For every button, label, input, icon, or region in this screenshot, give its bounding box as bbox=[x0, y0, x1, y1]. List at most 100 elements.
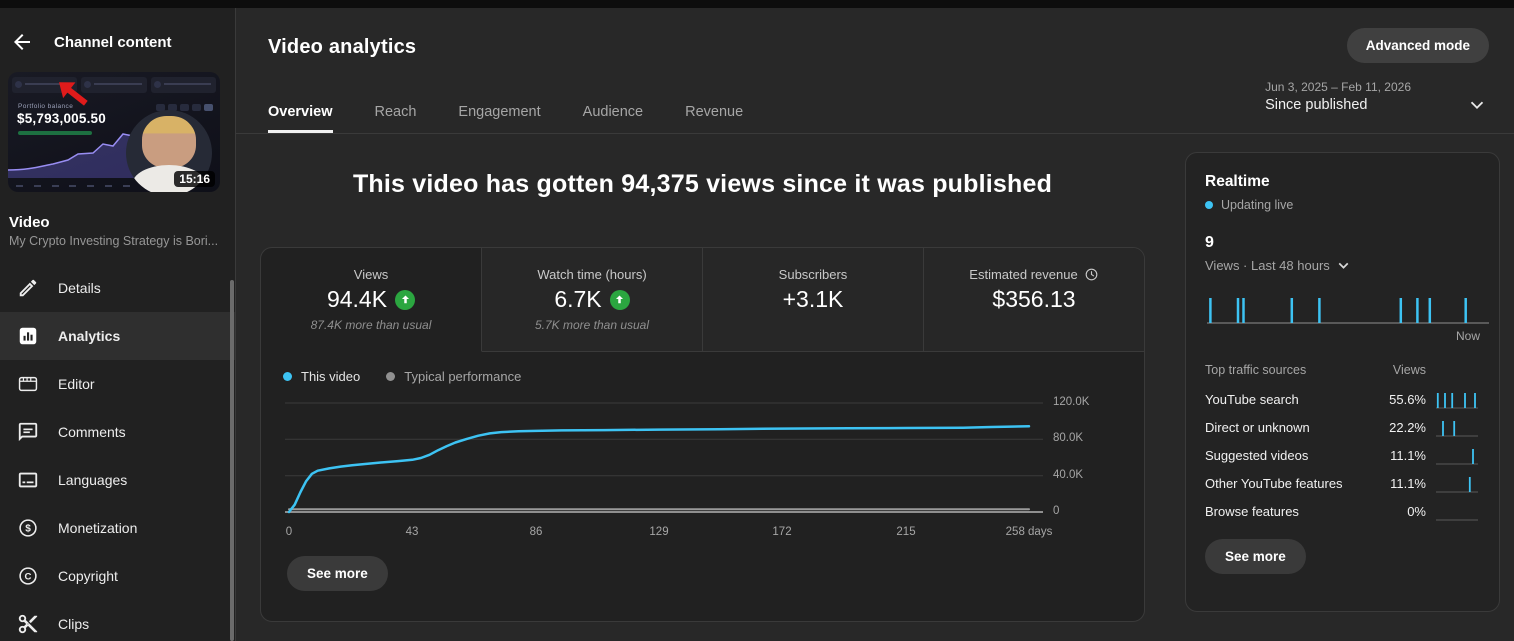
back-arrow-icon bbox=[14, 34, 30, 50]
metric-value: $356.13 bbox=[992, 286, 1076, 313]
app-root: Channel content Portfolio balance $5,793… bbox=[0, 8, 1514, 641]
legend-this-video: This video bbox=[283, 369, 360, 384]
tab-audience[interactable]: Audience bbox=[582, 104, 644, 120]
traffic-header-views: Views bbox=[1392, 363, 1426, 377]
sidebar-item-monetization[interactable]: $ Monetization bbox=[0, 504, 235, 552]
back-label: Channel content bbox=[54, 33, 172, 51]
advanced-mode-button[interactable]: Advanced mode bbox=[1346, 28, 1489, 63]
metric-card-views[interactable]: Views 94.4K 87.4K more than usual bbox=[261, 248, 482, 352]
x-tick-label: 129 bbox=[649, 526, 669, 538]
x-tick-label: 215 bbox=[896, 526, 916, 538]
analytics-icon bbox=[19, 327, 37, 345]
main-area: Video analytics Advanced mode Jun 3, 202… bbox=[236, 8, 1514, 641]
x-tick-label: 86 bbox=[529, 526, 543, 538]
traffic-row: Suggested videos 11.1% bbox=[1205, 441, 1480, 469]
trend-up-icon bbox=[609, 289, 630, 310]
back-button[interactable] bbox=[10, 30, 34, 54]
traffic-sparkline bbox=[1436, 421, 1478, 437]
realtime-now-label: Now bbox=[1455, 329, 1480, 343]
thumbnail-balance-label: Portfolio balance bbox=[18, 103, 74, 110]
sidebar-scrollbar[interactable] bbox=[230, 280, 234, 641]
tab-overview[interactable]: Overview bbox=[268, 104, 333, 133]
video-thumbnail[interactable]: Portfolio balance $5,793,005.50 15:16 bbox=[8, 72, 220, 192]
metric-value: 6.7K bbox=[554, 286, 602, 313]
thumbnail-chip bbox=[150, 77, 216, 93]
views-line-chart: 0 40.0K 80.0K 120.0K 0 43 86 129 172 215 258 days bbox=[285, 394, 1124, 546]
sidebar-item-editor[interactable]: Editor bbox=[0, 360, 235, 408]
tab-revenue[interactable]: Revenue bbox=[685, 104, 744, 120]
traffic-row: Browse features 0% bbox=[1205, 497, 1480, 525]
thumbnail-balance-value: $5,793,005.50 bbox=[17, 111, 106, 126]
realtime-see-more-button[interactable]: See more bbox=[1205, 539, 1306, 574]
tab-engagement[interactable]: Engagement bbox=[458, 104, 541, 120]
chart-legend: This video Typical performance bbox=[261, 352, 1144, 384]
analytics-header: Video analytics Advanced mode Jun 3, 202… bbox=[236, 8, 1514, 134]
traffic-header-source: Top traffic sources bbox=[1205, 363, 1307, 377]
metric-card-estimated-revenue[interactable]: Estimated revenue $356.13 bbox=[924, 248, 1144, 352]
sidebar-item-label: Details bbox=[58, 280, 101, 296]
metric-label: Estimated revenue bbox=[969, 267, 1078, 283]
metrics-chart-card: Views 94.4K 87.4K more than usual Watch … bbox=[260, 247, 1145, 622]
realtime-views-caption[interactable]: Views · Last 48 hours bbox=[1205, 257, 1480, 274]
clips-icon bbox=[18, 614, 38, 634]
date-range-text: Jun 3, 2025 – Feb 11, 2026 bbox=[1265, 80, 1411, 94]
languages-icon bbox=[18, 472, 38, 488]
metric-card-subscribers[interactable]: Subscribers +3.1K bbox=[703, 248, 924, 352]
trend-up-icon bbox=[395, 289, 416, 310]
clock-icon bbox=[1085, 268, 1098, 281]
y-tick-label: 0 bbox=[1053, 505, 1060, 517]
metric-card-watch-time[interactable]: Watch time (hours) 6.7K 5.7K more than u… bbox=[482, 248, 703, 352]
x-tick-label: 0 bbox=[285, 526, 293, 538]
pencil-icon bbox=[19, 279, 37, 297]
line-chart-plot bbox=[285, 402, 1043, 514]
legend-dot bbox=[283, 372, 292, 381]
date-mode-text: Since published bbox=[1265, 97, 1368, 113]
sidebar-item-languages[interactable]: Languages bbox=[0, 456, 235, 504]
realtime-status: Updating live bbox=[1205, 198, 1480, 212]
traffic-row: Direct or unknown 22.2% bbox=[1205, 413, 1480, 441]
y-tick-label: 40.0K bbox=[1053, 469, 1084, 481]
see-more-button[interactable]: See more bbox=[287, 556, 388, 591]
sidebar-item-clips[interactable]: Clips bbox=[0, 600, 235, 641]
chevron-down-icon[interactable] bbox=[1466, 94, 1488, 116]
page-title: Video analytics bbox=[268, 36, 417, 58]
traffic-header-row: Top traffic sources Views bbox=[1205, 357, 1480, 383]
analytics-tabs: Overview Reach Engagement Audience Reven… bbox=[268, 104, 743, 133]
red-arrow-icon bbox=[59, 82, 88, 106]
date-range-selector[interactable]: Jun 3, 2025 – Feb 11, 2026 Since publish… bbox=[1265, 80, 1411, 113]
sidebar-section-label: Video bbox=[9, 214, 50, 231]
sidebar-item-details[interactable]: Details bbox=[0, 264, 235, 312]
thumbnail-portfolio-chart bbox=[8, 127, 158, 178]
tab-reach[interactable]: Reach bbox=[374, 104, 417, 120]
traffic-row: YouTube search 55.6% bbox=[1205, 385, 1480, 413]
svg-text:$: $ bbox=[25, 524, 31, 535]
y-tick-label: 80.0K bbox=[1053, 432, 1084, 444]
metric-label: Subscribers bbox=[778, 267, 848, 283]
x-tick-label: 258 days bbox=[1005, 526, 1053, 538]
thumbnail-chip bbox=[81, 77, 147, 93]
metric-value: 94.4K bbox=[326, 286, 388, 313]
editor-icon bbox=[18, 376, 38, 392]
sidebar-item-label: Clips bbox=[58, 616, 90, 632]
sidebar-item-analytics[interactable]: Analytics bbox=[0, 312, 235, 360]
y-tick-label: 120.0K bbox=[1053, 396, 1090, 408]
monetization-icon: $ bbox=[19, 519, 37, 537]
thumbnail-top-cards bbox=[8, 72, 220, 93]
sidebar-item-label: Copyright bbox=[58, 568, 118, 584]
sidebar-item-comments[interactable]: Comments bbox=[0, 408, 235, 456]
traffic-sources-table: Top traffic sources Views YouTube search… bbox=[1205, 357, 1480, 525]
realtime-title: Realtime bbox=[1205, 173, 1270, 190]
metric-label: Views bbox=[353, 267, 389, 283]
metric-tabs: Views 94.4K 87.4K more than usual Watch … bbox=[261, 248, 1144, 352]
sidebar-item-label: Editor bbox=[58, 376, 95, 392]
sidebar-item-copyright[interactable]: C Copyright bbox=[0, 552, 235, 600]
sidebar: Channel content Portfolio balance $5,793… bbox=[0, 8, 236, 641]
traffic-sparkline bbox=[1436, 393, 1478, 409]
realtime-bar-chart bbox=[1207, 298, 1489, 324]
sidebar-item-label: Languages bbox=[58, 472, 128, 488]
sidebar-item-label: Monetization bbox=[58, 520, 138, 536]
overview-content: This video has gotten 94,375 views since… bbox=[236, 134, 1514, 641]
sidebar-menu: Details Analytics Editor Comments Langua… bbox=[0, 264, 235, 641]
svg-text:C: C bbox=[25, 571, 32, 582]
chevron-down-icon bbox=[1338, 262, 1349, 269]
